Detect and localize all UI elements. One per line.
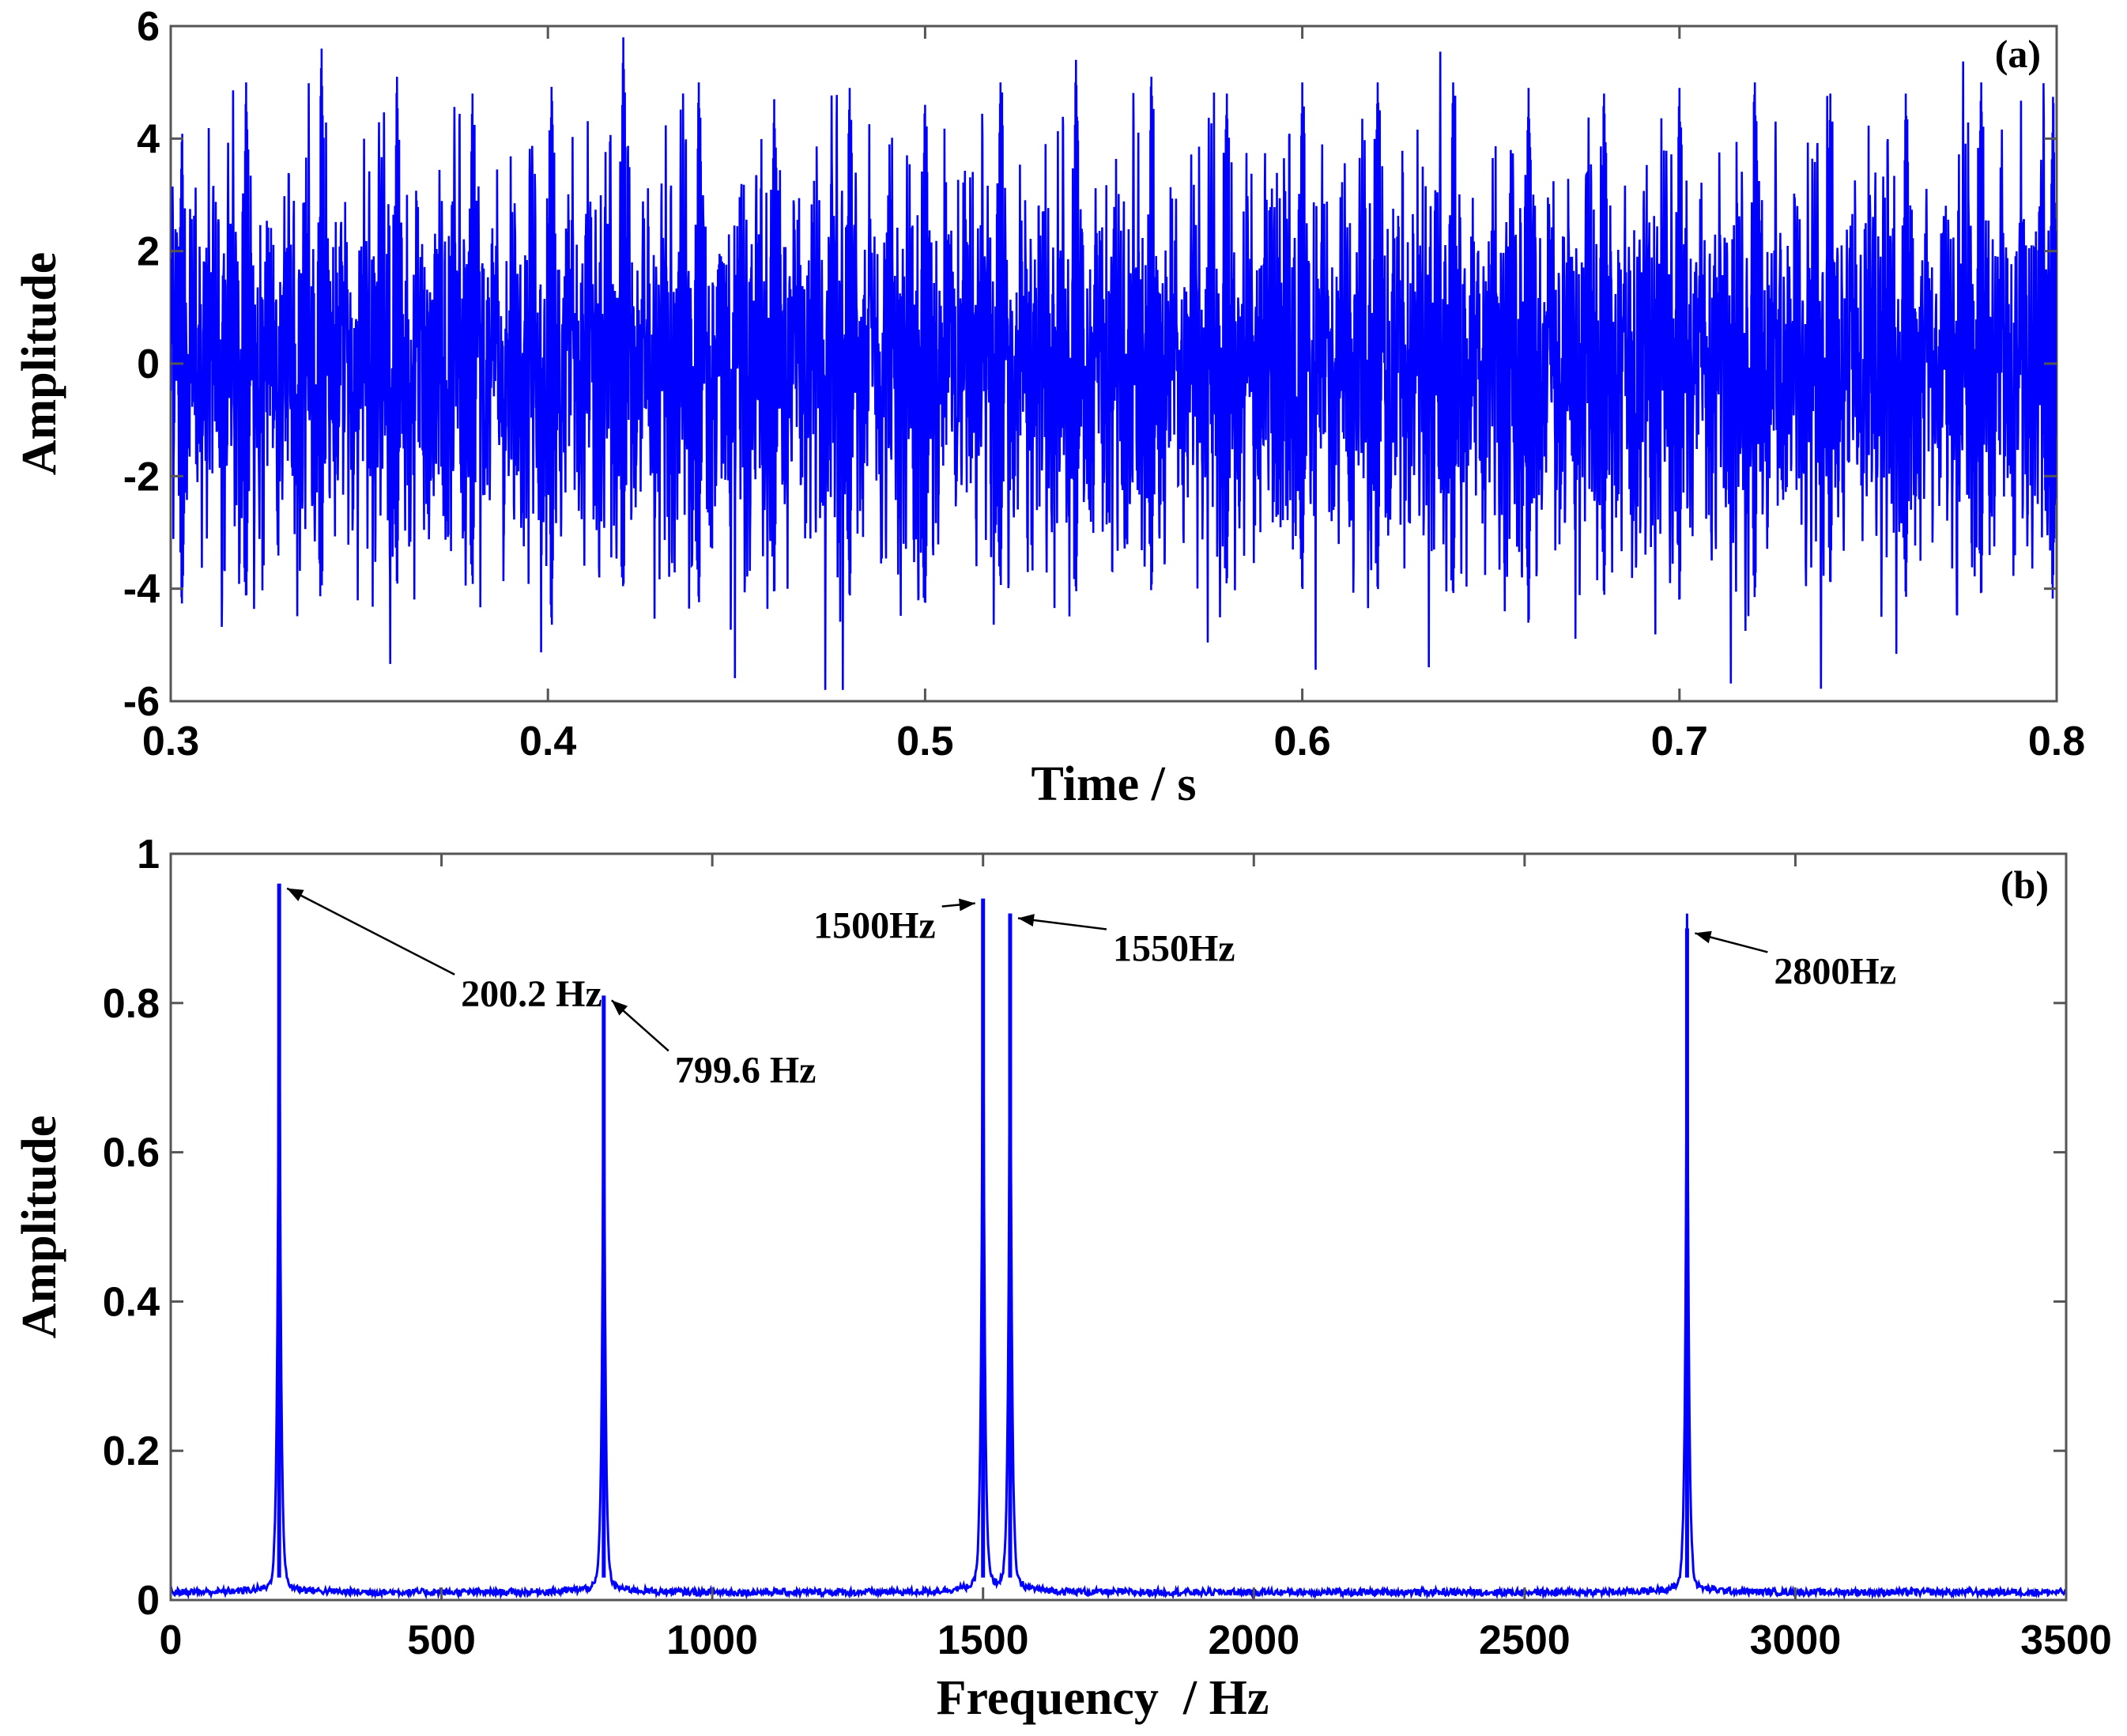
y-tick-label: 1 bbox=[137, 832, 160, 877]
peak-arrowhead bbox=[1695, 930, 1712, 944]
peak-annotations: 200.2 Hz 799.6 Hz 1500Hz 1550Hz 2800Hz bbox=[286, 887, 1896, 1091]
x-tick-label: 500 bbox=[407, 1617, 476, 1663]
peak-label: 1550Hz bbox=[1113, 928, 1235, 970]
spectrum-trace bbox=[171, 883, 2066, 1600]
y-tick-label: 0.2 bbox=[103, 1428, 160, 1474]
frequency-x-ticks: 0 500 1000 1500 2000 2500 3000 3500 bbox=[160, 854, 2112, 1663]
spectrum-y-axis-title: Amplitude bbox=[13, 1115, 66, 1338]
y-tick-label: -2 bbox=[123, 454, 160, 500]
frequency-domain-panel: 0 500 1000 1500 2000 2500 3000 3500 00.20.40.60… bbox=[13, 832, 2112, 1725]
x-tick-label: 2000 bbox=[1208, 1617, 1299, 1663]
y-tick-label: -4 bbox=[123, 567, 160, 613]
y-tick-label: 0 bbox=[137, 342, 160, 387]
peak-arrowhead bbox=[287, 888, 304, 902]
x-tick-label: 0.4 bbox=[519, 719, 576, 764]
panel-label-b: (b) bbox=[2001, 862, 2049, 907]
time-signal-trace bbox=[171, 37, 2057, 690]
time-x-ticks: 0.3 0.4 0.5 0.6 0.7 0.8 bbox=[142, 26, 2085, 764]
x-tick-label: 1000 bbox=[666, 1617, 758, 1663]
peak-label: 2800Hz bbox=[1774, 950, 1896, 992]
frequency-x-axis-title: Frequency / Hz bbox=[937, 1671, 1269, 1725]
x-tick-label: 3500 bbox=[2020, 1617, 2112, 1663]
x-tick-label: 3000 bbox=[1750, 1617, 1842, 1663]
peak-label: 200.2 Hz bbox=[461, 973, 602, 1015]
y-tick-label: 0.4 bbox=[103, 1279, 160, 1325]
time-y-axis-title: Amplitude bbox=[13, 252, 66, 475]
y-tick-label: 0.8 bbox=[103, 981, 160, 1027]
spectrum-y-ticks: 0 0.2 0.4 0.6 0.8 1 bbox=[103, 832, 2066, 1624]
x-tick-label: 0.3 bbox=[142, 719, 199, 764]
x-tick-label: 1500 bbox=[937, 1617, 1029, 1663]
x-tick-label: 0.8 bbox=[2028, 719, 2085, 764]
x-tick-label: 0 bbox=[160, 1617, 183, 1663]
peak-label: 1500Hz bbox=[813, 905, 936, 947]
y-tick-label: -6 bbox=[123, 679, 160, 725]
spectrum-line bbox=[171, 913, 2066, 1600]
x-tick-label: 0.6 bbox=[1273, 719, 1330, 764]
x-tick-label: 0.7 bbox=[1651, 719, 1708, 764]
x-tick-label: 0.5 bbox=[896, 719, 953, 764]
y-tick-label: 2 bbox=[137, 229, 160, 275]
peak-label: 799.6 Hz bbox=[675, 1049, 816, 1091]
time-domain-panel: 0.3 0.4 0.5 0.6 0.7 0.8 -6 -4 -2 0 2 4 6 Time / s A… bbox=[13, 4, 2085, 811]
peak-arrowhead bbox=[611, 1000, 628, 1016]
peak-arrowhead bbox=[1017, 914, 1035, 926]
peak-arrow bbox=[286, 887, 455, 976]
spectrum-plot-frame bbox=[169, 852, 2068, 1602]
time-x-axis-title: Time / s bbox=[1031, 757, 1197, 811]
y-tick-label: 6 bbox=[137, 4, 160, 50]
time-y-ticks: -6 -4 -2 0 2 4 6 bbox=[123, 4, 2057, 725]
time-signal-line bbox=[171, 37, 2057, 690]
y-tick-label: 4 bbox=[137, 116, 160, 162]
y-tick-label: 0 bbox=[137, 1578, 160, 1624]
panel-label-a: (a) bbox=[1995, 32, 2041, 76]
x-tick-label: 2500 bbox=[1479, 1617, 1571, 1663]
y-tick-label: 0.6 bbox=[103, 1130, 160, 1176]
peak-arrowhead bbox=[959, 898, 975, 911]
